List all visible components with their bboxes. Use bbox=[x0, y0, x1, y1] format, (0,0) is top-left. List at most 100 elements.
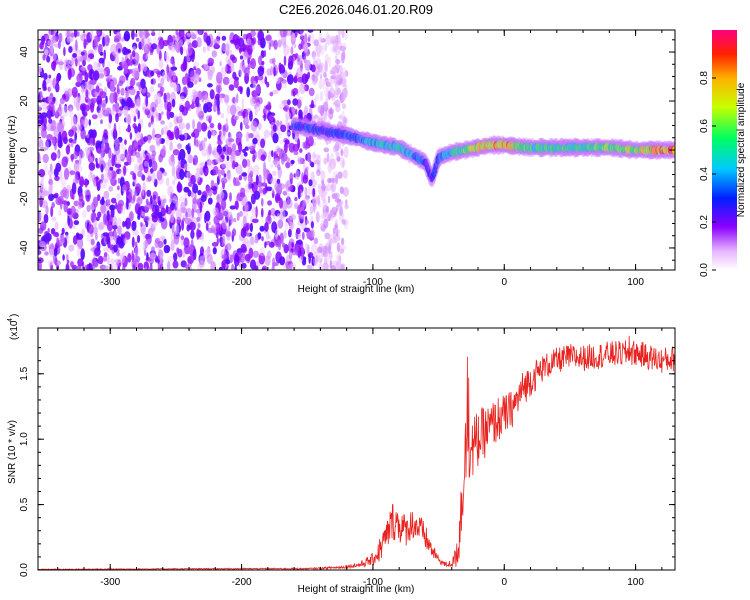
noise-blob bbox=[48, 244, 55, 249]
noise-blob bbox=[336, 242, 341, 253]
noise-blob bbox=[216, 71, 223, 84]
noise-blob bbox=[253, 130, 260, 138]
noise-blob bbox=[138, 30, 143, 38]
noise-blob bbox=[270, 177, 277, 184]
noise-blob bbox=[289, 214, 297, 221]
noise-blob bbox=[83, 38, 87, 50]
noise-blob bbox=[103, 252, 108, 257]
noise-blob bbox=[281, 156, 285, 165]
noise-blob bbox=[123, 112, 129, 118]
noise-blob bbox=[44, 163, 48, 173]
noise-blob bbox=[287, 74, 294, 85]
noise-blob bbox=[216, 213, 223, 219]
noise-blob bbox=[123, 30, 131, 42]
noise-blob bbox=[176, 247, 180, 254]
noise-blob bbox=[242, 158, 248, 168]
noise-blob bbox=[107, 254, 110, 266]
noise-blob bbox=[59, 136, 63, 147]
noise-blob bbox=[187, 81, 194, 88]
noise-blob bbox=[177, 181, 181, 192]
noise-blob bbox=[322, 245, 329, 258]
noise-blob bbox=[122, 220, 126, 228]
noise-blob bbox=[63, 167, 70, 180]
noise-blob bbox=[271, 170, 277, 176]
noise-blob bbox=[311, 194, 318, 206]
noise-blob bbox=[333, 148, 338, 153]
noise-blob bbox=[207, 197, 213, 205]
noise-blob bbox=[117, 185, 120, 191]
noise-blob bbox=[70, 261, 74, 268]
noise-blob bbox=[320, 170, 326, 181]
noise-blob bbox=[232, 160, 236, 170]
noise-blob bbox=[114, 163, 122, 168]
noise-blob bbox=[55, 82, 60, 93]
noise-blob bbox=[99, 51, 104, 56]
noise-blob bbox=[270, 163, 274, 168]
noise-blob bbox=[226, 146, 233, 156]
noise-blob bbox=[116, 237, 123, 245]
noise-blob bbox=[65, 254, 69, 261]
noise-blob bbox=[136, 131, 142, 139]
noise-blob bbox=[308, 87, 315, 97]
noise-blob bbox=[183, 237, 190, 248]
noise-blob bbox=[202, 140, 207, 149]
noise-blob bbox=[272, 57, 276, 65]
noise-blob bbox=[318, 79, 323, 90]
noise-blob bbox=[144, 41, 148, 52]
noise-blob bbox=[210, 225, 215, 234]
noise-blob bbox=[88, 80, 94, 85]
noise-blob bbox=[255, 85, 261, 94]
noise-blob bbox=[236, 132, 243, 140]
noise-blob bbox=[203, 103, 208, 114]
noise-blob bbox=[137, 144, 142, 152]
noise-blob bbox=[101, 196, 105, 205]
y-tick-label: 40 bbox=[19, 46, 30, 58]
noise-blob bbox=[225, 242, 232, 251]
figure-title: C2E6.2026.046.01.20.R09 bbox=[279, 2, 433, 17]
noise-blob bbox=[277, 213, 281, 219]
noise-blob bbox=[80, 55, 83, 63]
noise-blob bbox=[78, 154, 82, 166]
noise-blob bbox=[207, 130, 212, 139]
noise-blob bbox=[309, 201, 314, 209]
noise-blob bbox=[160, 194, 167, 207]
noise-blob bbox=[136, 90, 140, 96]
noise-blob bbox=[127, 252, 132, 263]
noise-blob bbox=[124, 139, 127, 146]
noise-blob bbox=[92, 196, 99, 208]
noise-blob bbox=[222, 146, 227, 152]
noise-blob bbox=[63, 201, 68, 213]
noise-blob bbox=[193, 61, 200, 68]
noise-blob bbox=[316, 52, 321, 58]
noise-blob bbox=[219, 94, 223, 103]
noise-blob bbox=[263, 112, 267, 122]
noise-blob bbox=[56, 74, 60, 85]
noise-blob bbox=[193, 65, 197, 71]
noise-blob bbox=[90, 212, 97, 223]
noise-blob bbox=[201, 149, 207, 157]
noise-blob bbox=[225, 259, 231, 265]
noise-blob bbox=[93, 226, 98, 235]
noise-blob bbox=[324, 257, 328, 265]
noise-blob bbox=[220, 199, 227, 211]
noise-blob bbox=[126, 97, 133, 108]
noise-blob bbox=[78, 57, 81, 67]
noise-blob bbox=[117, 48, 121, 53]
noise-blob bbox=[338, 114, 344, 120]
noise-blob bbox=[275, 120, 281, 127]
noise-blob bbox=[271, 187, 274, 194]
noise-blob bbox=[249, 222, 253, 233]
noise-blob bbox=[113, 122, 117, 135]
noise-blob bbox=[319, 73, 323, 80]
noise-blob bbox=[322, 78, 325, 90]
noise-blob bbox=[140, 78, 146, 90]
noise-blob bbox=[309, 160, 312, 167]
noise-blob bbox=[162, 171, 168, 177]
noise-blob bbox=[255, 206, 258, 218]
noise-blob bbox=[332, 101, 338, 106]
noise-blob bbox=[46, 55, 51, 63]
noise-blob bbox=[111, 106, 116, 116]
noise-blob bbox=[157, 252, 161, 261]
noise-blob bbox=[57, 149, 61, 159]
